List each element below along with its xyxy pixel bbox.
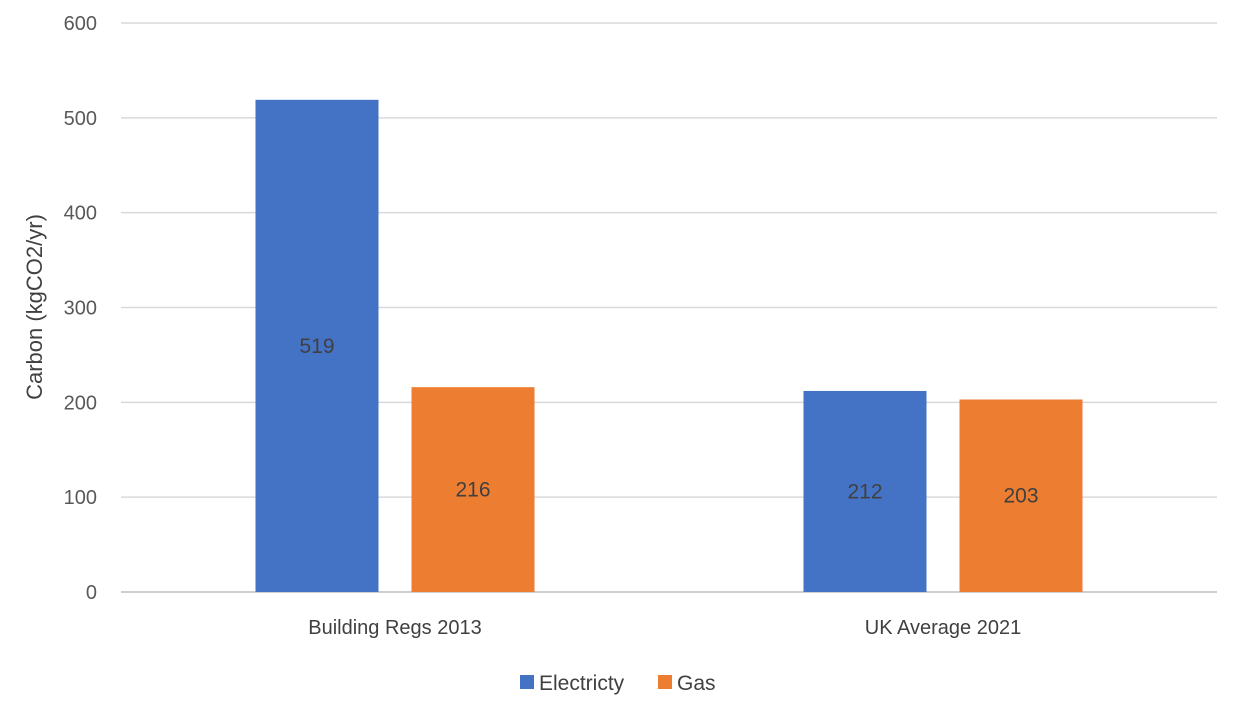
x-category-label: UK Average 2021 [865,617,1021,639]
x-axis-categories: Building Regs 2013 UK Average 2021 [308,617,1021,639]
data-label: 203 [1003,485,1038,508]
y-axis-title: Carbon (kgCO2/yr) [22,214,47,400]
data-label: 519 [299,335,334,358]
legend-swatch-gas [658,675,672,689]
legend: Electricty Gas [520,672,716,695]
y-tick-label: 400 [64,203,97,225]
data-labels: 519 212 216 203 [299,335,1038,508]
y-tick-label: 100 [64,487,97,509]
legend-swatch-electricty [520,675,534,689]
bar-electricty-1 [803,390,927,592]
bars [255,99,1083,592]
y-axis-ticks: 0 100 200 300 400 500 600 [64,13,97,604]
y-tick-label: 500 [64,108,97,130]
y-tick-label: 600 [64,13,97,35]
y-tick-label: 200 [64,392,97,414]
bar-electricty-0 [255,99,379,592]
data-label: 212 [847,480,882,503]
bar-gas-0 [411,387,535,592]
data-label: 216 [455,479,490,502]
legend-label-electricty: Electricty [539,672,625,695]
bar-gas-1 [959,399,1083,592]
x-category-label: Building Regs 2013 [308,617,481,639]
y-tick-label: 300 [64,298,97,320]
y-tick-label: 0 [86,582,97,604]
legend-label-gas: Gas [677,672,716,695]
